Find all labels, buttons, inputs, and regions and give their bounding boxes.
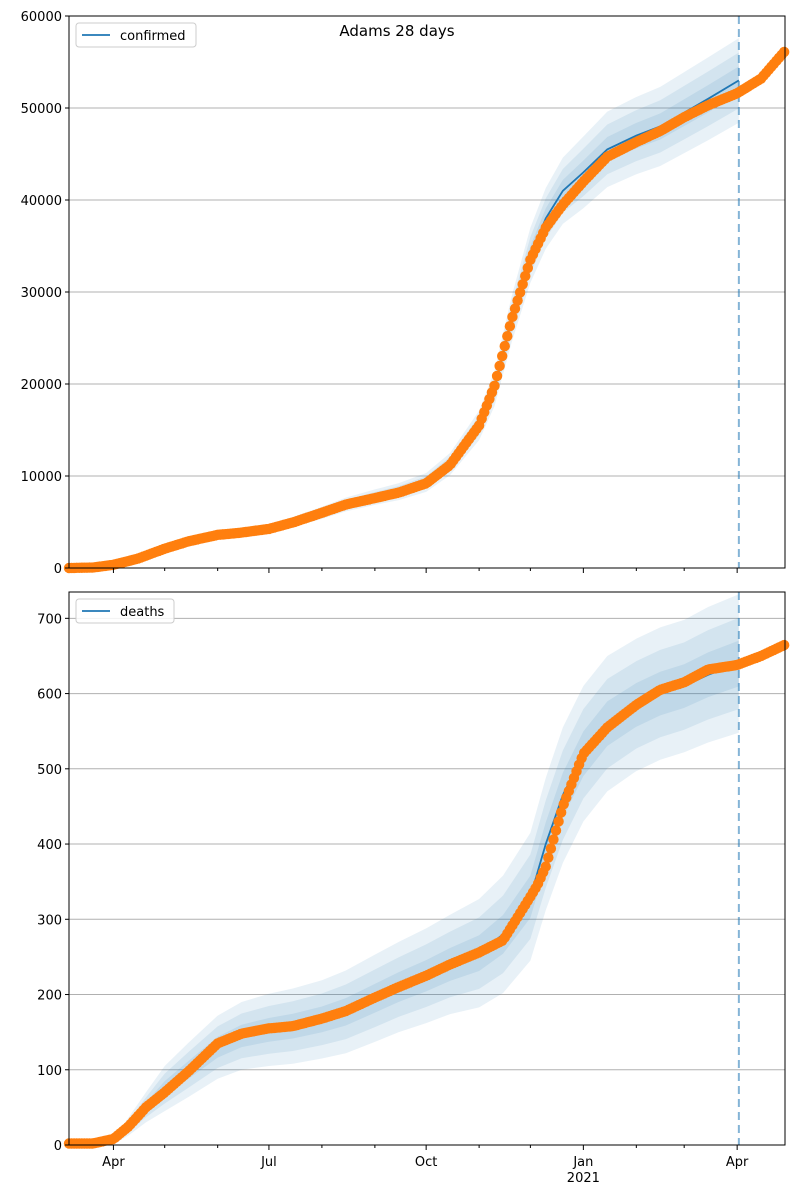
- observed-point: [504, 321, 516, 332]
- legend: confirmed: [75, 22, 197, 48]
- observed-point: [512, 295, 523, 306]
- legend-label: confirmed: [120, 29, 186, 44]
- legend-box: [75, 22, 197, 48]
- observed-point: [499, 340, 510, 352]
- y-tick-label: 30000: [21, 286, 62, 301]
- uncertainty-band: [69, 38, 739, 568]
- y-tick-label: 0: [54, 562, 62, 577]
- x-tick-label: Apr: [726, 1155, 749, 1170]
- y-tick-label: 60000: [21, 10, 62, 25]
- observed-point: [550, 825, 562, 836]
- observed-point: [520, 270, 531, 282]
- axes-frame: [68, 591, 786, 1146]
- observed-point: [778, 639, 790, 651]
- x-tick-label: Oct: [415, 1155, 437, 1170]
- y-tick-label: 100: [37, 1064, 62, 1079]
- y-tick-label: 20000: [21, 378, 62, 393]
- y-tick-label: 50000: [21, 102, 62, 117]
- figure-title: Adams 28 days: [339, 22, 454, 40]
- observed-point: [509, 303, 521, 314]
- y-tick-label: 0: [54, 1139, 62, 1154]
- x-tick-label: Jul: [260, 1155, 277, 1170]
- observed-point: [540, 861, 551, 872]
- observed-point: [548, 834, 559, 845]
- legend-label: deaths: [120, 605, 165, 620]
- observed-point: [491, 370, 503, 382]
- uncertainty-band: [69, 52, 739, 568]
- y-tick-label: 600: [37, 688, 62, 703]
- observed-point: [545, 843, 557, 854]
- observed-point: [543, 852, 554, 863]
- y-tick-label: 700: [37, 612, 62, 627]
- deaths-panel: 0 100 200 300 400 500 600 700 Apr Jul Oct Jan Apr 202…: [37, 591, 790, 1186]
- observed-point: [494, 360, 505, 372]
- observed-point: [502, 330, 513, 342]
- uncertainty-band: [69, 594, 739, 1145]
- legend: deaths: [75, 598, 175, 624]
- y-tick-label: 500: [37, 763, 62, 778]
- confirmed-panel: 0 10000 20000 30000 40000 50000 60000 confirmed: [21, 10, 790, 577]
- x-tick-label: Jan: [572, 1155, 593, 1170]
- y-tick-label: 400: [37, 838, 62, 853]
- x-year-label: 2021: [567, 1171, 600, 1186]
- y-tick-label: 300: [37, 913, 62, 928]
- observed-point: [489, 380, 500, 392]
- uncertainty-band: [69, 617, 739, 1145]
- observed-point: [514, 287, 526, 298]
- observed-point: [553, 816, 564, 827]
- uncertainty-band: [69, 640, 739, 1145]
- observed-point: [555, 807, 567, 818]
- legend-box: [75, 598, 175, 624]
- observed-point: [522, 262, 534, 274]
- observed-point: [517, 279, 528, 290]
- y-tick-label: 200: [37, 989, 62, 1004]
- observed-point: [496, 350, 508, 362]
- x-tick-label: Apr: [102, 1155, 125, 1170]
- y-tick-label: 40000: [21, 194, 62, 209]
- y-tick-label: 10000: [21, 470, 62, 485]
- observed-point: [778, 46, 790, 58]
- observed-point: [507, 311, 518, 323]
